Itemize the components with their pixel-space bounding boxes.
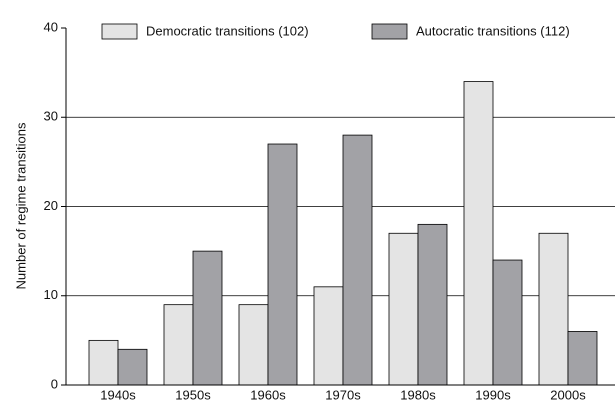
bar	[388, 232, 419, 386]
y-tick-label: 40	[44, 19, 58, 34]
legend-swatch	[101, 23, 138, 40]
x-tick-label: 1990s	[475, 387, 511, 402]
y-tick-label: 10	[44, 287, 58, 302]
bar	[313, 286, 344, 386]
y-tick-label: 20	[44, 198, 58, 213]
legend-swatch	[371, 23, 408, 40]
x-tick-label: 2000s	[550, 387, 586, 402]
bar	[538, 232, 569, 386]
bar	[342, 134, 373, 386]
x-tick-label: 1970s	[325, 387, 361, 402]
legend-label: Democratic transitions (102)	[146, 23, 309, 38]
bar	[463, 81, 494, 386]
bar	[192, 250, 223, 386]
bar	[238, 304, 269, 386]
x-tick-label: 1980s	[400, 387, 436, 402]
x-tick-label: 1960s	[250, 387, 286, 402]
bar	[88, 339, 119, 386]
bar	[417, 223, 448, 386]
bar	[117, 348, 148, 386]
bar	[267, 143, 298, 386]
bar	[492, 259, 523, 386]
y-tick-label: 0	[51, 376, 58, 391]
y-tick-label: 30	[44, 109, 58, 124]
x-tick-label: 1940s	[100, 387, 136, 402]
x-tick-label: 1950s	[175, 387, 211, 402]
legend-label: Autocratic transitions (112)	[416, 23, 570, 38]
bar	[163, 304, 194, 386]
bar	[567, 331, 598, 386]
y-axis-label: Number of regime transitions	[13, 122, 28, 289]
